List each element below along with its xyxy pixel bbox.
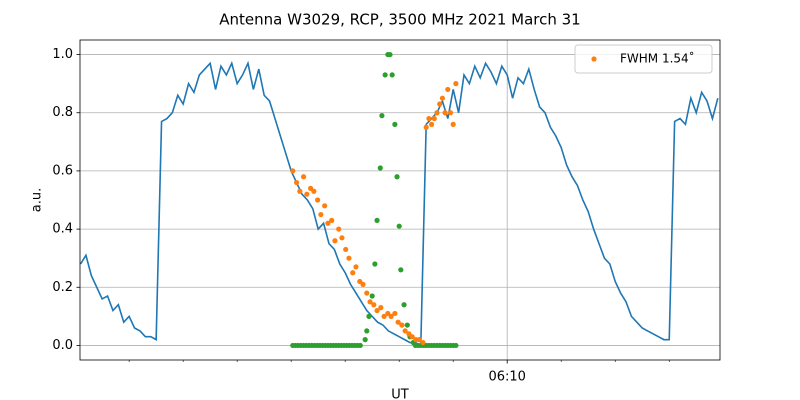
data-point — [399, 322, 405, 328]
data-point — [357, 342, 363, 349]
y-tick-label: 0.8 — [52, 105, 73, 120]
data-point — [311, 188, 317, 194]
data-point — [420, 339, 426, 346]
legend-box — [574, 44, 713, 74]
legend-marker — [591, 56, 597, 62]
data-point — [398, 267, 404, 273]
data-point — [379, 113, 385, 119]
data-point — [378, 305, 384, 311]
data-point — [423, 124, 429, 130]
data-point — [447, 110, 454, 116]
data-point — [353, 264, 359, 270]
data-point — [409, 334, 415, 340]
data-point — [453, 81, 459, 87]
data-point — [339, 235, 345, 241]
data-point — [372, 261, 378, 267]
data-point — [450, 121, 456, 127]
data-point — [381, 313, 387, 319]
data-point — [297, 188, 303, 194]
data-point — [293, 179, 300, 186]
data-point — [437, 101, 443, 107]
chart-title: Antenna W3029, RCP, 3500 MHz 2021 March … — [219, 11, 580, 29]
data-point — [392, 121, 398, 127]
data-point — [387, 51, 393, 58]
data-point — [428, 121, 435, 127]
data-point — [329, 217, 335, 223]
data-point — [322, 203, 328, 209]
y-tick-label: 0.6 — [52, 163, 73, 178]
data-point — [304, 191, 310, 197]
data-point — [388, 313, 394, 319]
data-point — [416, 337, 422, 343]
data-point — [394, 174, 400, 180]
data-point — [364, 328, 370, 334]
data-point — [374, 307, 380, 314]
data-point — [392, 310, 398, 317]
data-point — [434, 110, 440, 116]
data-point — [360, 281, 366, 287]
y-tick-label: 0.0 — [52, 338, 73, 353]
data-point — [350, 270, 356, 276]
data-point — [325, 220, 331, 226]
data-point — [382, 72, 388, 78]
data-point — [369, 293, 375, 299]
data-point — [402, 328, 408, 334]
y-axis-label: a.u. — [30, 188, 45, 212]
y-tick-label: 1.0 — [52, 47, 73, 62]
data-point — [343, 246, 349, 253]
data-point — [374, 217, 380, 223]
data-point — [396, 223, 402, 229]
data-point — [318, 211, 324, 218]
data-point — [366, 313, 372, 319]
data-point — [377, 165, 383, 171]
data-point — [367, 299, 373, 305]
data-point — [362, 337, 368, 343]
data-point — [371, 302, 377, 308]
data-point — [442, 110, 448, 116]
data-point — [364, 290, 370, 296]
data-point — [389, 72, 395, 78]
data-point — [445, 86, 451, 93]
data-line — [80, 60, 719, 347]
y-tick-label: 0.4 — [52, 222, 73, 237]
data-point — [404, 322, 410, 328]
legend-label: FWHM 1.54˚ — [620, 51, 695, 66]
data-point — [300, 174, 307, 180]
y-tick-label: 0.2 — [52, 280, 73, 295]
data-point — [315, 197, 321, 203]
data-point — [431, 115, 437, 122]
data-point — [290, 168, 296, 174]
x-tick-label: 06:10 — [488, 370, 525, 385]
x-axis-label: UT — [391, 388, 409, 400]
data-point — [346, 255, 352, 261]
data-point — [336, 226, 342, 232]
data-point — [439, 95, 445, 101]
data-point — [332, 238, 338, 244]
data-point — [453, 342, 459, 349]
data-point — [395, 319, 401, 325]
data-point — [401, 302, 407, 308]
plot-frame — [79, 39, 721, 361]
data-point — [426, 115, 432, 122]
